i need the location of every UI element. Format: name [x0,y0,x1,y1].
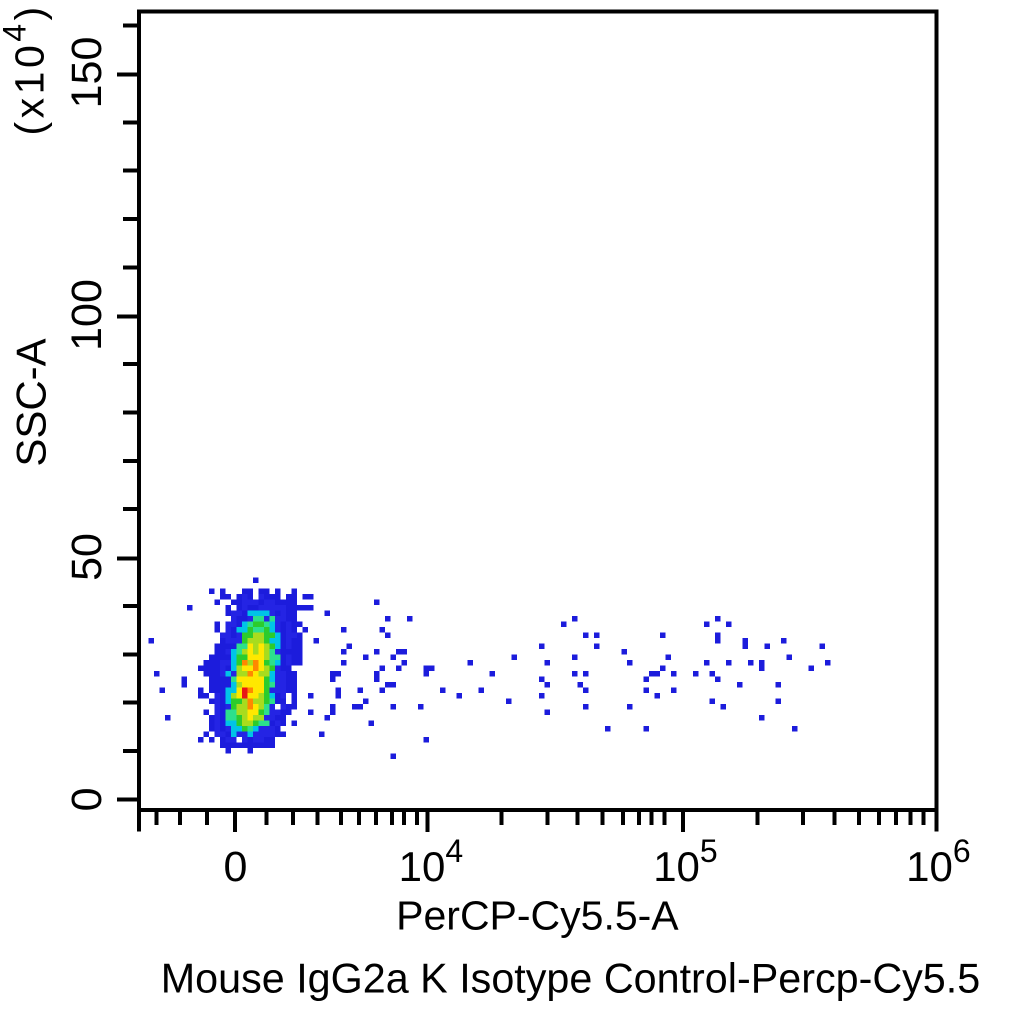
svg-text:SSC-A: SSC-A [8,338,55,466]
svg-text:PerCP-Cy5.5-A: PerCP-Cy5.5-A [396,893,679,939]
svg-text:105: 105 [653,833,718,890]
svg-text:Mouse IgG2a K Isotype Control-: Mouse IgG2a K Isotype Control-Percp-Cy5.… [161,955,980,1001]
svg-text:100: 100 [63,279,111,351]
svg-text:0: 0 [63,787,111,811]
svg-text:50: 50 [63,533,111,581]
svg-text:150: 150 [63,37,111,109]
svg-text:0: 0 [224,843,248,891]
svg-text:(x104): (x104) [0,3,53,135]
svg-text:106: 106 [906,833,971,890]
svg-text:104: 104 [399,833,464,890]
